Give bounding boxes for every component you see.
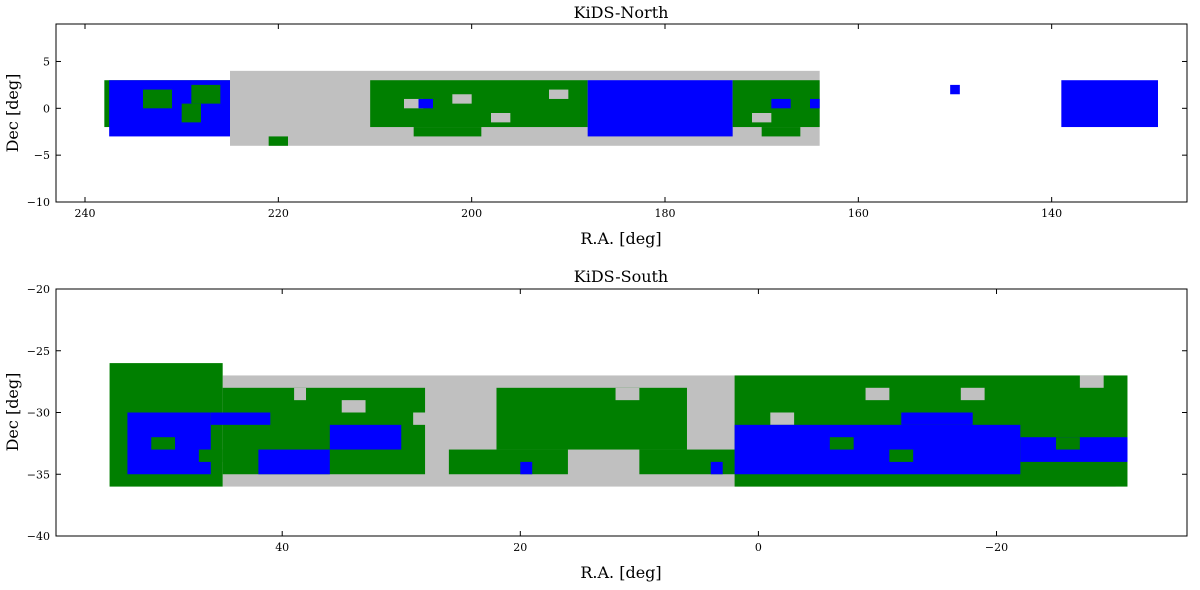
south-tile-green	[151, 437, 176, 450]
south-x-axis-label: R.A. [deg]	[580, 563, 661, 582]
south-tile-gray	[413, 412, 437, 425]
south-y-tick-label: −25	[27, 345, 50, 358]
south-tile-gray	[770, 412, 795, 425]
north-tile-blue	[810, 98, 820, 109]
south-tile-green	[889, 449, 914, 462]
north-panel: KiDS-North 240 220 200 180 160 140 −10 −5 0 5 R.A…	[3, 3, 1188, 248]
north-tile-gray	[549, 89, 569, 99]
north-tile-blue	[771, 98, 791, 109]
south-tile-green	[448, 449, 568, 475]
north-x-tick-label: 180	[655, 207, 676, 220]
south-ticks: 40 20 0 −20 −40 −35 −30 −25 −20	[27, 283, 1187, 554]
south-tile-gray	[960, 387, 985, 401]
south-tile-blue	[329, 424, 402, 450]
south-y-tick-label: −30	[27, 407, 50, 420]
north-y-tick-label: 5	[43, 55, 50, 68]
north-x-tick-label: 240	[75, 207, 96, 220]
south-tile-blue	[734, 424, 1021, 475]
north-y-tick-label: −5	[34, 149, 50, 162]
south-tile-green	[496, 387, 687, 450]
north-x-tick-label: 200	[461, 207, 482, 220]
south-y-tick-label: −40	[27, 530, 50, 543]
north-y-tick-label: 0	[43, 102, 50, 115]
north-tile-green	[143, 89, 172, 109]
north-panel-title: KiDS-North	[574, 3, 669, 22]
north-tile-gray	[491, 113, 511, 123]
south-tile-blue	[520, 461, 533, 475]
south-x-tick-label: 40	[275, 541, 289, 554]
south-tile-blue	[258, 449, 330, 475]
south-tile-gray	[341, 400, 366, 413]
south-y-axis-label: Dec [deg]	[3, 373, 22, 452]
south-x-tick-label: 20	[513, 541, 527, 554]
north-tile-blue	[418, 98, 433, 109]
north-x-tick-label: 160	[848, 207, 869, 220]
north-tile-gray	[752, 113, 772, 123]
south-x-tick-label: 0	[755, 541, 762, 554]
north-x-tick-label: 140	[1041, 207, 1062, 220]
south-y-tick-label: −35	[27, 468, 50, 481]
north-axes-frame	[55, 23, 1188, 203]
north-tile-green	[761, 127, 801, 137]
south-tiles	[109, 363, 1128, 487]
north-tile-gray	[452, 94, 472, 104]
north-ticks: 240 220 200 180 160 140 −10 −5 0 5	[27, 24, 1187, 220]
south-tile-gray	[615, 387, 640, 401]
south-tile-gray	[865, 387, 890, 401]
north-tile-green	[191, 84, 221, 104]
south-tile-blue	[901, 412, 973, 425]
north-tile-blue	[950, 84, 960, 95]
south-tile-blue	[710, 461, 723, 475]
south-tile-gray	[294, 387, 307, 401]
south-tile-green	[829, 437, 854, 450]
north-x-tick-label: 220	[268, 207, 289, 220]
north-tile-green	[181, 103, 201, 123]
north-y-tick-label: −10	[27, 196, 50, 209]
north-tile-blue	[1061, 80, 1158, 128]
north-tile-gray	[404, 98, 424, 109]
north-tile-green	[370, 80, 588, 128]
south-y-tick-label: −20	[27, 283, 50, 296]
north-tiles	[104, 70, 1158, 146]
south-panel-title: KiDS-South	[574, 267, 668, 286]
north-x-axis-label: R.A. [deg]	[580, 229, 661, 248]
north-tile-green	[413, 127, 482, 137]
south-tile-green	[1056, 437, 1080, 450]
north-tile-green	[268, 136, 288, 146]
south-tile-gray	[1079, 375, 1104, 388]
south-x-tick-label: −20	[985, 541, 1008, 554]
south-tile-blue	[210, 412, 271, 425]
south-panel: KiDS-South 40 20 0 −20 −40 −35 −30 −25 −20 R.A. …	[3, 267, 1188, 582]
south-tile-green	[198, 449, 223, 462]
north-tile-blue	[587, 80, 733, 137]
north-y-axis-label: Dec [deg]	[3, 74, 22, 153]
